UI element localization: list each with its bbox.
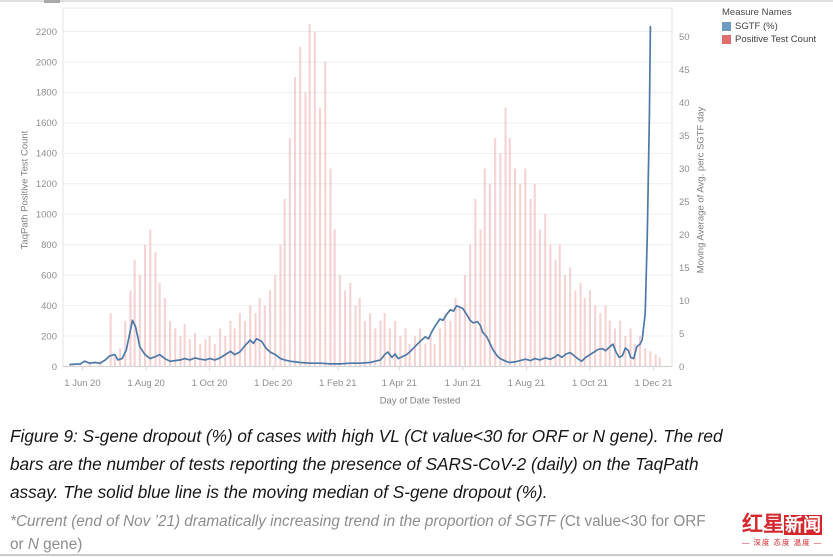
svg-text:10: 10 [679, 296, 690, 307]
caption-line-1: Figure 9: S-gene dropout (%) of cases wi… [10, 426, 723, 446]
legend-item-positive-test-count: Positive Test Count [722, 34, 816, 45]
bottom-border-line [0, 554, 833, 556]
top-border-accent [44, 0, 60, 3]
legend-swatch-sgtf [722, 22, 731, 31]
svg-text:2000: 2000 [36, 57, 57, 68]
figure-caption: Figure 9: S-gene dropout (%) of cases wi… [10, 422, 830, 506]
x-axis-tick-labels: 1 Jun 20 1 Aug 20 1 Oct 20 1 Dec 20 1 Feb 21… [64, 366, 673, 389]
svg-text:50: 50 [679, 32, 690, 43]
svg-text:400: 400 [41, 301, 57, 312]
caption-line-3: assay. The solid blue line is the moving… [10, 482, 548, 502]
legend-item-sgtf: SGTF (%) [722, 21, 816, 32]
svg-text:30: 30 [679, 164, 690, 175]
watermark-logo: 红星新闻 — 深度 态度 温度 — [733, 514, 831, 548]
svg-text:800: 800 [41, 240, 57, 251]
bars-positive-test-count [69, 23, 661, 367]
caption-line-2: bars are the number of tests reporting t… [10, 454, 699, 474]
footnote-line2-pre: or [10, 536, 28, 553]
svg-text:1 Jun 21: 1 Jun 21 [445, 378, 481, 389]
chart-area: 0 200 400 600 800 1000 1200 1400 1600 1800 2000 220… [19, 7, 817, 407]
svg-text:1 Oct 21: 1 Oct 21 [572, 378, 608, 389]
svg-text:1200: 1200 [36, 179, 57, 190]
svg-text:45: 45 [679, 65, 690, 76]
svg-text:1 Dec 21: 1 Dec 21 [634, 378, 672, 389]
svg-text:1 Feb 21: 1 Feb 21 [319, 378, 357, 389]
footnote-line2-post: gene) [38, 536, 83, 553]
legend-swatch-positive-test-count [722, 35, 731, 44]
footnote-line1-normal: Ct value<30 for ORF [564, 513, 706, 530]
svg-text:200: 200 [41, 331, 57, 342]
footnote-line-1: *Current (end of Nov ’21) dramatically i… [10, 510, 830, 533]
right-axis-title: Moving Average of Avg. perc SGTF day [695, 106, 707, 274]
svg-text:5: 5 [679, 329, 684, 340]
footnote: *Current (end of Nov ’21) dramatically i… [10, 510, 830, 556]
footnote-line-2: or N gene) [10, 533, 830, 556]
legend-title: Measure Names [722, 7, 792, 18]
x-axis-title: Day of Date Tested [379, 395, 461, 407]
svg-text:0: 0 [52, 362, 57, 373]
plot-svg: 0200400600800100012001400160018002000220… [36, 7, 690, 389]
svg-text:15: 15 [679, 263, 690, 274]
svg-text:1000: 1000 [36, 210, 57, 221]
right-axis-tick-labels: 0 5 10 15 20 25 30 35 40 45 50 [679, 32, 690, 373]
svg-text:1 Aug 20: 1 Aug 20 [127, 378, 165, 389]
left-axis-title: TaqPath Positive Test Count [19, 130, 31, 250]
left-axis-tick-labels: 0 200 400 600 800 1000 1200 1400 1600 1800 2000 220… [36, 27, 57, 373]
svg-text:600: 600 [41, 270, 57, 281]
watermark-brand-script: 红星 [742, 513, 784, 536]
legend-label-sgtf: SGTF (%) [735, 21, 778, 32]
svg-text:1800: 1800 [36, 88, 57, 99]
footnote-line2-italic: N [27, 536, 39, 553]
footnote-line1-italic: *Current (end of Nov ’21) dramatically i… [10, 513, 565, 530]
svg-text:20: 20 [679, 230, 690, 241]
svg-text:1600: 1600 [36, 118, 57, 129]
svg-text:1 Apr 21: 1 Apr 21 [382, 378, 417, 389]
svg-text:1400: 1400 [36, 149, 57, 160]
svg-text:1 Jun 20: 1 Jun 20 [64, 378, 100, 389]
svg-text:1 Oct 20: 1 Oct 20 [192, 378, 228, 389]
svg-text:40: 40 [679, 98, 690, 109]
watermark-tagline: — 深度 态度 温度 — [741, 538, 823, 547]
svg-text:2200: 2200 [36, 27, 57, 38]
svg-text:25: 25 [679, 197, 690, 208]
line-sgtf [69, 25, 652, 366]
svg-text:0: 0 [679, 362, 684, 373]
watermark-brand: 红星新闻 [733, 514, 831, 535]
top-border-line [0, 0, 833, 2]
watermark-brand-box: 新闻 [784, 515, 822, 535]
gridlines [63, 31, 672, 337]
legend-label-positive-test-count: Positive Test Count [735, 34, 817, 45]
svg-text:1 Dec 20: 1 Dec 20 [254, 378, 292, 389]
svg-text:35: 35 [679, 131, 690, 142]
legend: Measure Names SGTF (%) Positive Test Cou… [722, 7, 816, 47]
svg-text:1 Aug 21: 1 Aug 21 [508, 378, 546, 389]
